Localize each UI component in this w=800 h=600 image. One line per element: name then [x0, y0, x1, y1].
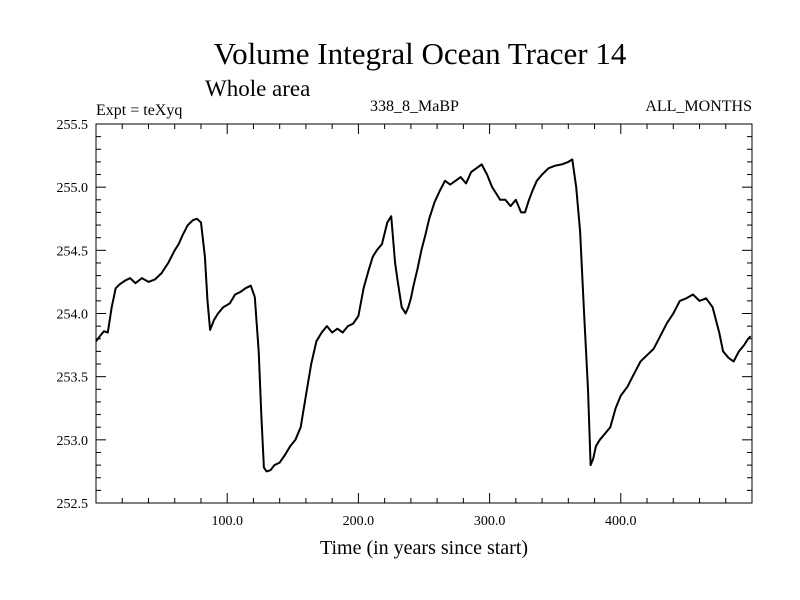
experiment-label: Expt = teXyq — [96, 102, 182, 119]
x-axis-ticks — [121, 124, 727, 503]
plot-frame — [95, 123, 753, 504]
y-tick-label: 254.0 — [57, 308, 89, 323]
y-tick-label: 253.0 — [57, 434, 89, 449]
x-tick-label: 400.0 — [605, 514, 637, 529]
chart-title: Volume Integral Ocean Tracer 14 — [214, 36, 627, 71]
series-line — [95, 158, 752, 473]
y-tick-label: 255.5 — [57, 118, 89, 133]
x-axis-title: Time (in years since start) — [320, 537, 528, 559]
y-tick-label: 255.0 — [57, 181, 89, 196]
x-tick-label: 100.0 — [211, 514, 243, 529]
x-tick-label: 300.0 — [474, 514, 506, 529]
period-label: 338_8_MaBP — [370, 98, 459, 115]
y-axis-tick-labels: 252.5 253.0 253.5 254.0 254.5 255.0 255.5 — [57, 118, 89, 512]
y-tick-label: 252.5 — [57, 497, 89, 512]
y-tick-label: 253.5 — [57, 371, 89, 386]
x-tick-label: 200.0 — [343, 514, 375, 529]
chart-subtitle: Whole area — [205, 76, 310, 101]
x-axis-tick-labels: 100.0 200.0 300.0 400.0 — [211, 514, 636, 529]
y-axis-ticks — [96, 123, 752, 504]
y-tick-label: 254.5 — [57, 244, 89, 259]
months-label: ALL_MONTHS — [645, 98, 752, 115]
